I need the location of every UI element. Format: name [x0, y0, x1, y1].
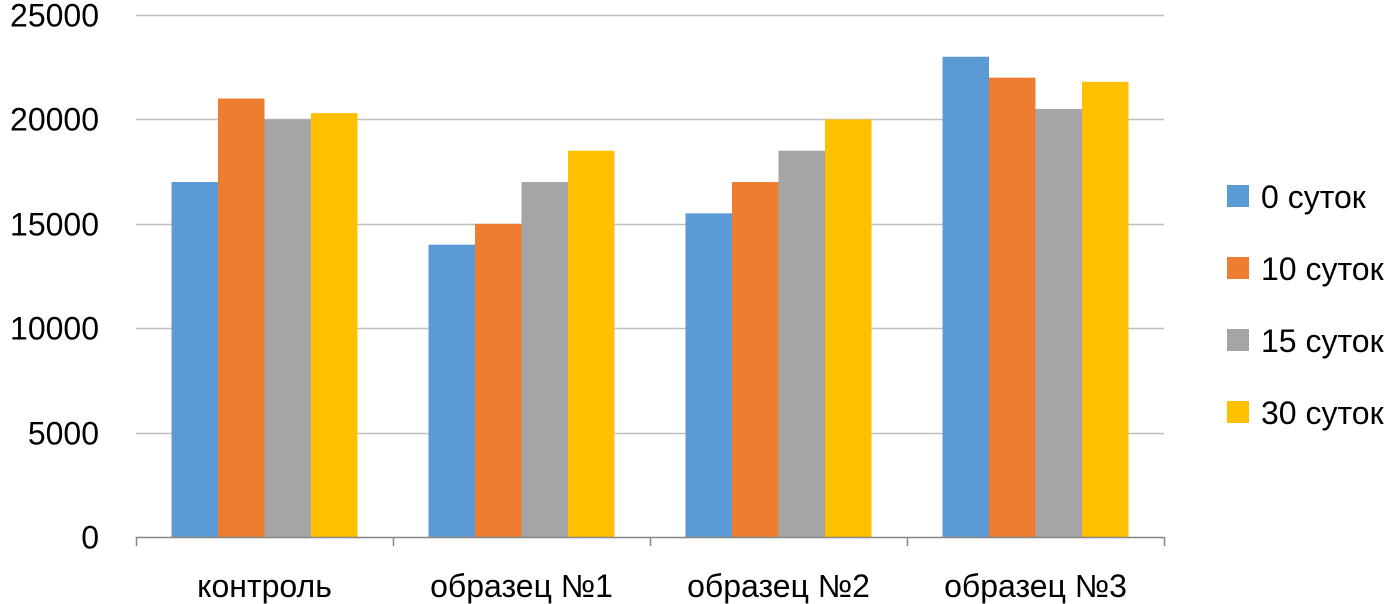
- bar-2-2: [475, 223, 522, 538]
- bar-3-1: [264, 119, 311, 538]
- legend-swatch: [1227, 401, 1249, 423]
- bar-3-4: [1035, 108, 1082, 538]
- axes: [135, 536, 1166, 546]
- legend-swatch: [1227, 185, 1249, 207]
- bar-4-4: [1082, 81, 1129, 537]
- y-tick-label: 25000: [10, 0, 99, 34]
- bar-3-2: [521, 182, 568, 538]
- x-tick-label: образец №2: [687, 568, 870, 604]
- x-tick-label: контроль: [197, 568, 332, 604]
- legend-label: 0 суток: [1261, 179, 1367, 215]
- bar-2-1: [218, 98, 265, 538]
- legend-swatch: [1227, 329, 1249, 351]
- bar-2-3: [732, 182, 779, 538]
- x-tick-label: образец №1: [430, 568, 613, 604]
- legend-label: 30 суток: [1261, 395, 1385, 431]
- bar-4-3: [825, 119, 872, 538]
- bars: [171, 56, 1129, 538]
- bar-4-2: [568, 150, 615, 537]
- y-tick-label: 0: [81, 520, 99, 556]
- legend-label: 15 суток: [1261, 323, 1385, 359]
- y-tick-label: 5000: [28, 416, 99, 452]
- legend-label: 10 суток: [1261, 251, 1385, 287]
- y-tick-label: 15000: [10, 207, 99, 243]
- bar-1-3: [685, 213, 732, 538]
- y-tick-label: 10000: [10, 311, 99, 347]
- bar-1-4: [942, 56, 989, 537]
- legend: 0 суток 10 суток 15 суток 30 суток: [1227, 179, 1385, 431]
- legend-swatch: [1227, 257, 1249, 279]
- x-tick-labels: контроль образец №1 образец №2 образец №3: [197, 568, 1127, 604]
- x-tick-label: образец №3: [944, 568, 1127, 604]
- bar-4-1: [311, 113, 358, 538]
- y-tick-labels: 0 5000 10000 15000 20000 25000: [10, 0, 99, 556]
- bar-2-4: [989, 77, 1036, 537]
- bar-3-3: [778, 150, 825, 537]
- bar-1-1: [171, 182, 218, 538]
- bar-1-2: [428, 244, 475, 537]
- y-tick-label: 20000: [10, 102, 99, 138]
